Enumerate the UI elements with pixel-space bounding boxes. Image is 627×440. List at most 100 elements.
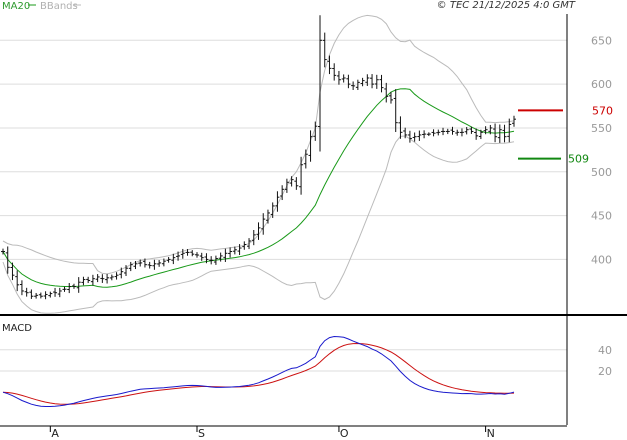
ohlc-bar bbox=[284, 178, 289, 193]
ohlc-bar bbox=[493, 123, 498, 143]
ohlc-bar bbox=[124, 265, 129, 277]
ohlc-bar bbox=[10, 262, 15, 281]
ohlc-bar bbox=[393, 89, 398, 133]
ohlc-bar bbox=[1, 248, 5, 255]
price-tick-label: 550 bbox=[591, 122, 612, 135]
ohlc-bar bbox=[422, 130, 427, 139]
ohlc-bar bbox=[190, 250, 195, 257]
ohlc-bar bbox=[232, 246, 237, 255]
support-label: 509 bbox=[568, 153, 589, 166]
price-tick-label: 600 bbox=[591, 78, 612, 91]
ohlc-bar bbox=[213, 255, 218, 265]
ohlc-bar bbox=[48, 291, 53, 298]
ohlc-bar bbox=[360, 77, 365, 87]
ohlc-bar bbox=[322, 32, 327, 68]
ohlc-bar bbox=[53, 287, 58, 297]
ohlc-bar bbox=[332, 63, 337, 81]
ohlc-bar bbox=[62, 286, 67, 292]
ohlc-bar bbox=[161, 258, 166, 267]
ohlc-bar bbox=[445, 128, 450, 135]
ohlc-bar bbox=[24, 287, 29, 297]
ohlc-bar bbox=[478, 129, 483, 140]
ohlc-bar bbox=[261, 213, 266, 235]
ohlc-bar bbox=[133, 261, 138, 270]
ohlc-bar bbox=[247, 238, 252, 250]
ohlc-bar bbox=[355, 79, 360, 91]
ohlc-bar bbox=[275, 191, 280, 212]
ohlc-bar bbox=[166, 257, 171, 263]
ohlc-bar bbox=[76, 277, 81, 293]
ohlc-bar bbox=[119, 267, 124, 279]
ohlc-bar bbox=[57, 287, 62, 298]
ohlc-bar bbox=[412, 132, 417, 142]
macd-tick-label: 20 bbox=[598, 365, 612, 378]
ohlc-bar bbox=[176, 251, 181, 261]
month-label: N bbox=[487, 427, 495, 440]
ohlc-bar bbox=[384, 82, 389, 103]
ohlc-bar bbox=[327, 55, 332, 75]
ma20-line bbox=[2, 88, 515, 288]
ohlc-bar bbox=[417, 130, 422, 141]
ohlc-bar bbox=[512, 115, 516, 127]
ohlc-bar bbox=[180, 248, 185, 259]
ohlc-bar bbox=[128, 261, 133, 272]
month-label: O bbox=[340, 427, 349, 440]
ohlc-bar bbox=[157, 260, 162, 267]
ohlc-bar bbox=[436, 129, 441, 136]
ohlc-bar bbox=[265, 209, 270, 224]
ohlc-bar bbox=[223, 248, 228, 262]
macd-title: MACD bbox=[2, 323, 32, 334]
ohlc-bar bbox=[109, 274, 114, 281]
ohlc-bar bbox=[100, 274, 105, 283]
resistance-label: 570 bbox=[592, 104, 613, 117]
ohlc-bar bbox=[318, 15, 323, 152]
ohlc-bar bbox=[407, 130, 412, 143]
macd-tick-label: 40 bbox=[598, 344, 612, 357]
ohlc-bar bbox=[114, 272, 119, 280]
price-tick-label: 500 bbox=[591, 166, 612, 179]
ohlc-bar bbox=[29, 289, 34, 299]
ohlc-bar bbox=[398, 116, 403, 139]
time-axis: ASOND bbox=[49, 426, 495, 440]
ohlc-bar bbox=[15, 270, 20, 292]
legend-ma20: MA20 bbox=[2, 1, 30, 12]
ohlc-bar bbox=[441, 127, 446, 136]
ohlc-bar bbox=[209, 256, 214, 265]
ohlc-bar bbox=[474, 128, 479, 140]
ohlc-bar bbox=[270, 202, 275, 218]
ohlc-bar bbox=[86, 276, 91, 284]
ohlc-bar bbox=[336, 70, 341, 85]
ohlc-bar bbox=[81, 276, 86, 286]
bbands-lower bbox=[2, 135, 515, 314]
ohlc-bar bbox=[171, 253, 176, 265]
ohlc-bar bbox=[303, 149, 308, 169]
ohlc-bar bbox=[19, 280, 24, 296]
ohlc-bar bbox=[507, 118, 512, 143]
ohlc-bar bbox=[379, 74, 384, 93]
ohlc-bar bbox=[346, 74, 351, 89]
ohlc-bar bbox=[455, 129, 460, 136]
ohlc-bar bbox=[488, 124, 493, 135]
ohlc-bar bbox=[43, 291, 48, 300]
ohlc-bar bbox=[105, 273, 110, 284]
ohlc-bar bbox=[256, 222, 261, 240]
ohlc-bar bbox=[294, 177, 299, 190]
ohlc-bar bbox=[138, 259, 143, 267]
ohlc-bar bbox=[388, 92, 393, 104]
ohlc-bar bbox=[459, 128, 464, 137]
price-axis: 400 450 500 550 600 650 bbox=[591, 34, 612, 266]
ohlc-bar bbox=[185, 249, 190, 256]
ohlc-bar bbox=[152, 259, 157, 270]
price-tick-label: 400 bbox=[591, 253, 612, 266]
month-label: A bbox=[51, 427, 59, 440]
ohlc-bar bbox=[242, 241, 247, 250]
ohlc-bar bbox=[194, 252, 199, 258]
ohlc-bar bbox=[71, 283, 76, 289]
price-tick-label: 450 bbox=[591, 210, 612, 223]
ohlc-bar bbox=[204, 253, 209, 264]
ohlc-bar bbox=[313, 121, 318, 141]
ohlc-bar bbox=[426, 132, 431, 137]
ohlc-bar bbox=[280, 185, 285, 201]
